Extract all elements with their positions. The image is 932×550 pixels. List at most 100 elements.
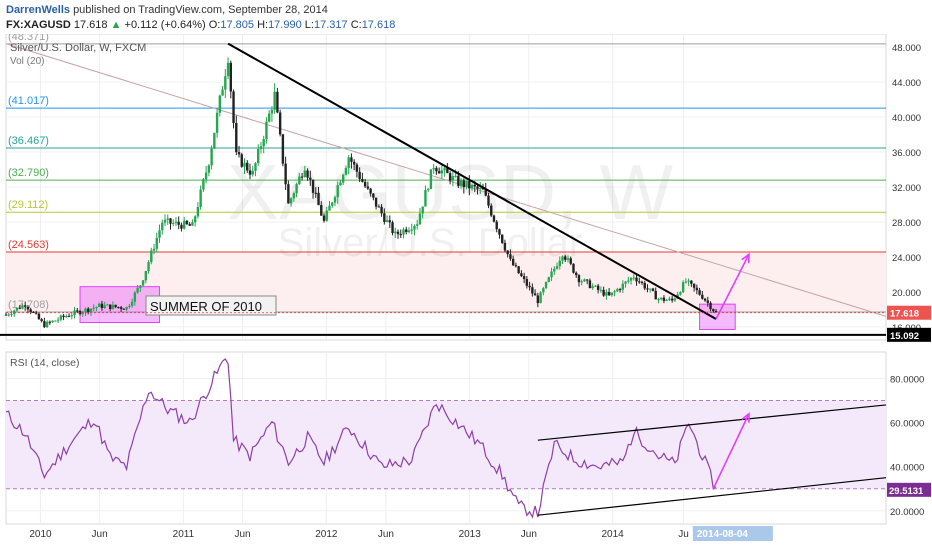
published-text: published on TradingView.com, September … [73,4,328,16]
candle-body [18,307,21,309]
candle-body [511,258,515,266]
candle-body [462,180,466,188]
candle-body [714,310,718,313]
candle-body [248,170,252,175]
price-axis-tick: 28.000 [892,218,921,229]
candle-body [577,275,581,283]
candle-body [10,314,13,316]
high-value: 17.990 [268,19,302,31]
candle-body [533,293,537,296]
candle-body [668,298,671,301]
rsi-axis-tick: 20.0000 [890,507,924,518]
candle-body [457,175,460,186]
candle-body [490,205,493,216]
candle-body [136,287,139,293]
price-target-arrow-head [741,252,750,264]
price-target-arrow [715,253,750,320]
candle-body [84,308,87,313]
candle-body [632,277,635,279]
candle-body [646,288,649,290]
candle-body [76,310,79,312]
candle-body [29,309,32,313]
downtrend-line [227,42,717,320]
annotation-box [145,295,277,316]
candle-body [210,148,213,166]
open-label: O: [208,19,221,31]
candle-body [133,292,137,302]
candle-body [193,216,197,223]
fib-level-label: (29.112) [8,199,48,211]
candle-body [388,220,392,223]
candle-body [15,307,19,311]
candle-body [229,62,232,92]
candle-body [525,279,529,286]
candle-body [363,181,367,187]
fib-level-label: (24.563) [8,239,49,251]
candle-body [687,280,690,282]
candle-body [416,224,419,226]
candle-body [369,188,372,194]
candle-body [347,157,350,168]
candle-body [267,113,271,122]
candle-body [87,308,90,312]
candle-body [67,316,71,318]
candle-body [421,206,424,214]
candle-body [177,221,180,225]
low-value: 17.317 [313,19,348,31]
candle-body [437,171,441,174]
last-price-label: 17.618 [890,309,919,320]
author-link[interactable]: DarrenWells [6,4,70,16]
candle-body [226,62,230,77]
candle-body [251,170,254,175]
candle-body [374,197,378,207]
candle-body [536,295,540,304]
candle-body [575,272,578,276]
candle-body [596,285,600,290]
candle-body [503,242,507,251]
last-price: 17.618 [73,19,108,31]
candle-body [191,222,194,226]
candle-body [311,179,315,193]
candle-body [344,167,348,175]
candle-body [43,321,46,328]
candle-body [684,281,688,283]
candle-body [514,265,518,267]
candle-body [62,315,65,317]
candle-body [185,220,189,225]
candle-body [690,280,693,284]
candle-body [638,281,641,283]
candle-body [166,218,169,220]
candle-body [169,218,172,224]
candle-body [289,198,293,204]
candle-body [70,315,73,317]
candle-body [544,281,548,289]
change-value: +0.112 (+0.64%) [124,19,206,31]
candle-body [481,187,485,190]
rsi-band [6,400,886,489]
candle-body [509,254,512,259]
candle-body [426,188,430,190]
price-axis-tick: 44.000 [892,78,921,89]
rsi-last-tag [887,482,931,497]
candle-body [237,152,241,155]
candle-body [448,173,452,181]
candle-body [407,230,411,233]
candle-body [309,177,312,180]
candle-body [196,207,200,217]
candle-body [108,304,112,309]
candle-body [670,298,674,301]
candle-body [399,234,402,236]
candle-body [396,231,400,235]
candle-body [317,192,320,206]
candle-body [413,225,416,230]
candle-body [125,306,128,310]
candle-body [602,289,605,296]
candle-body [117,306,120,308]
candle-body [517,266,520,274]
candle-body [213,132,216,149]
candle-body [158,230,161,238]
candle-body [119,307,123,309]
x-axis-tick: Ju [678,529,689,540]
candle-body [660,297,663,300]
